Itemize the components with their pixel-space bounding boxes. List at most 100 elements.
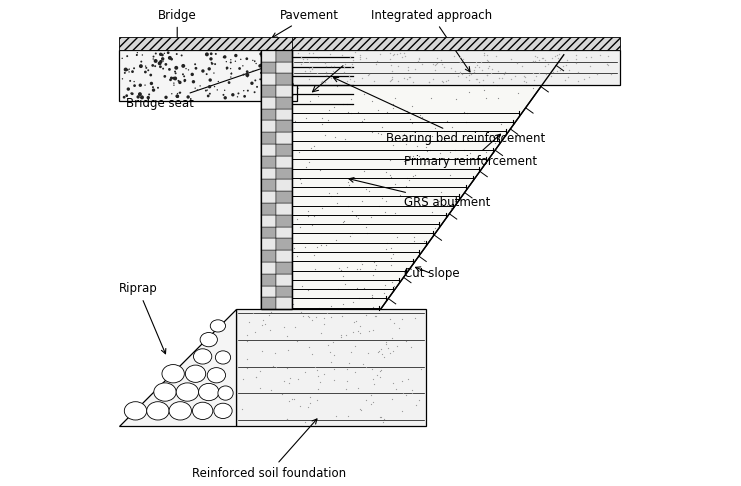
Point <box>182 66 194 74</box>
Point <box>463 88 475 96</box>
Point <box>379 281 391 289</box>
Point <box>319 79 331 87</box>
Point <box>301 55 313 63</box>
Point <box>454 69 466 76</box>
Bar <box>261 50 276 62</box>
Point <box>306 316 318 324</box>
Point <box>404 176 416 184</box>
Point <box>251 83 263 91</box>
Point <box>250 373 262 381</box>
Point <box>458 127 470 135</box>
Point <box>346 100 358 108</box>
Ellipse shape <box>218 386 233 400</box>
Point <box>382 344 394 352</box>
Point <box>425 94 436 102</box>
Point <box>374 50 386 58</box>
Point <box>206 60 218 68</box>
Point <box>390 385 402 393</box>
Point <box>201 51 213 58</box>
Point <box>519 72 531 80</box>
Point <box>490 52 502 59</box>
Point <box>559 76 571 84</box>
Point <box>483 62 495 70</box>
Point <box>528 84 539 92</box>
Point <box>305 97 316 104</box>
Point <box>273 71 285 79</box>
Point <box>488 52 499 60</box>
Point <box>279 71 291 79</box>
Point <box>492 67 504 75</box>
Point <box>380 245 392 253</box>
Point <box>424 79 436 87</box>
Point <box>363 328 375 335</box>
Point <box>358 360 370 368</box>
Point <box>330 412 342 420</box>
Point <box>167 74 179 82</box>
Point <box>505 75 517 83</box>
Point <box>413 396 425 404</box>
Point <box>319 131 331 139</box>
Point <box>496 74 508 82</box>
Ellipse shape <box>162 364 185 383</box>
Point <box>461 109 473 117</box>
Point <box>365 399 377 407</box>
Point <box>384 55 396 63</box>
Point <box>492 65 504 72</box>
Point <box>423 78 435 86</box>
Point <box>257 316 269 324</box>
Point <box>279 92 290 100</box>
Point <box>481 56 493 64</box>
Bar <box>261 238 276 250</box>
Point <box>209 60 221 68</box>
Point <box>302 64 314 72</box>
Point <box>174 89 186 97</box>
Point <box>388 319 400 327</box>
Point <box>563 66 575 74</box>
Point <box>227 91 239 99</box>
Point <box>505 55 516 63</box>
Point <box>300 163 312 171</box>
Point <box>327 338 339 346</box>
Point <box>242 68 253 76</box>
Bar <box>261 132 276 144</box>
Point <box>406 389 418 397</box>
Point <box>328 62 340 69</box>
Point <box>375 130 387 138</box>
Point <box>352 108 364 116</box>
Point <box>249 57 261 65</box>
Text: Primary reinforcement: Primary reinforcement <box>404 134 536 168</box>
Bar <box>261 73 276 85</box>
Point <box>213 78 225 86</box>
Point <box>319 69 330 77</box>
Point <box>235 55 247 63</box>
Point <box>373 129 385 137</box>
Point <box>429 124 441 132</box>
Point <box>375 345 387 353</box>
Point <box>442 71 454 79</box>
Point <box>436 78 448 86</box>
Point <box>444 148 456 156</box>
Point <box>242 355 253 363</box>
Point <box>602 61 614 69</box>
Point <box>225 69 237 77</box>
Point <box>361 223 373 231</box>
Point <box>347 298 359 306</box>
Point <box>272 61 284 69</box>
Point <box>362 349 373 357</box>
Bar <box>119 50 296 101</box>
Point <box>509 72 521 80</box>
Point <box>283 397 295 405</box>
Point <box>460 73 472 81</box>
Point <box>353 405 365 413</box>
Point <box>585 53 597 61</box>
Point <box>534 75 545 83</box>
Point <box>499 68 511 76</box>
Point <box>249 88 261 96</box>
Point <box>296 60 308 68</box>
Point <box>533 56 545 64</box>
Point <box>352 327 364 334</box>
Point <box>322 341 333 349</box>
Point <box>366 365 378 373</box>
Point <box>362 229 373 237</box>
Point <box>426 208 438 215</box>
